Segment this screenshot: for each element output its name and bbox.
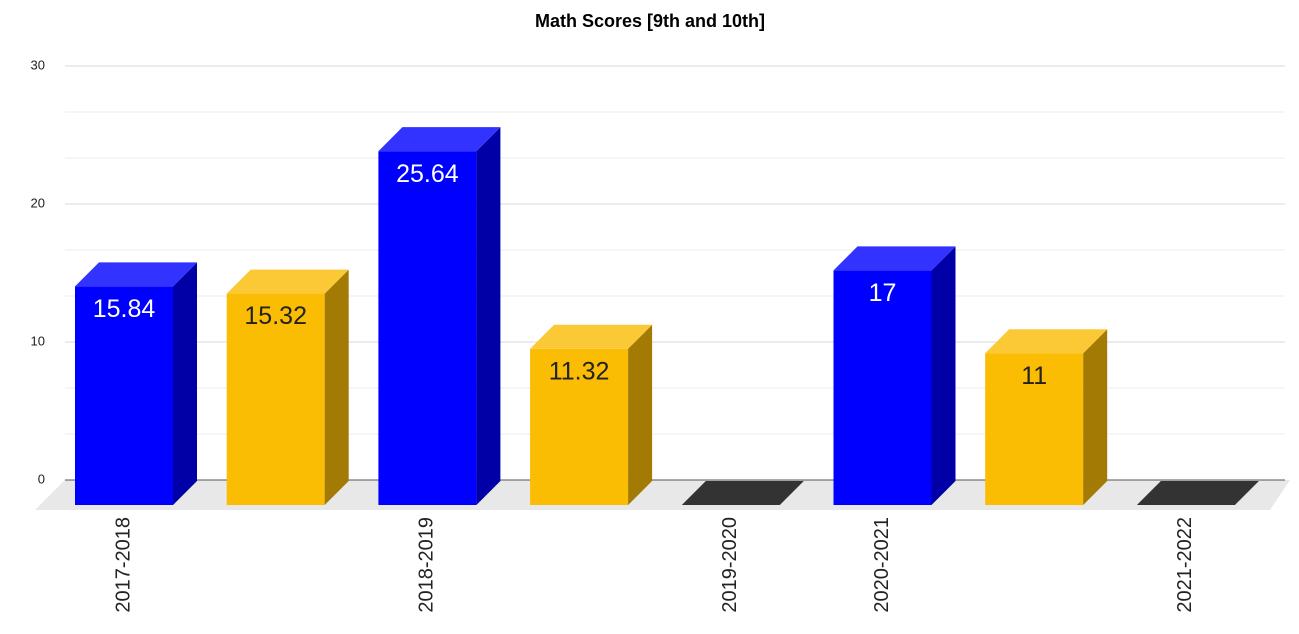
x-tick-label: 2021-2022	[1174, 517, 1196, 613]
x-tick-label: 2020-2021	[871, 517, 893, 613]
y-tick-label: 0	[38, 471, 45, 486]
data-label: 25.64	[396, 160, 459, 188]
x-tick-label: 2018-2019	[416, 517, 438, 613]
bar	[530, 348, 629, 505]
data-label: 15.84	[93, 295, 156, 323]
bar	[226, 293, 325, 505]
bar-top	[985, 329, 1108, 354]
bar-side	[324, 269, 349, 505]
bar	[378, 151, 477, 505]
floor	[35, 480, 1290, 510]
x-tick-label: 2019-2020	[719, 517, 741, 613]
data-label: 11.32	[549, 357, 610, 385]
bar-side	[1083, 329, 1108, 505]
bar	[75, 286, 173, 505]
bar-top	[226, 269, 349, 294]
bar-side	[931, 246, 956, 505]
x-tick-label: 2017-2018	[112, 517, 134, 613]
y-tick-label: 20	[31, 195, 45, 210]
y-tick-label: 30	[31, 57, 45, 72]
bar	[1136, 481, 1259, 505]
bar	[833, 270, 932, 505]
chart-title: Math Scores [9th and 10th]	[535, 11, 765, 31]
bar-top	[530, 324, 653, 349]
bar	[985, 353, 1084, 505]
bar	[681, 481, 804, 505]
bar-side	[173, 262, 197, 505]
data-label: 11	[1021, 362, 1047, 390]
bar-top	[378, 127, 501, 152]
y-tick-label: 10	[31, 333, 45, 348]
bar-side	[628, 324, 653, 505]
data-label: 17	[869, 279, 897, 307]
bar-side	[476, 127, 501, 505]
bar-top	[75, 262, 197, 287]
bar-top	[833, 246, 956, 271]
data-label: 15.32	[244, 302, 307, 330]
